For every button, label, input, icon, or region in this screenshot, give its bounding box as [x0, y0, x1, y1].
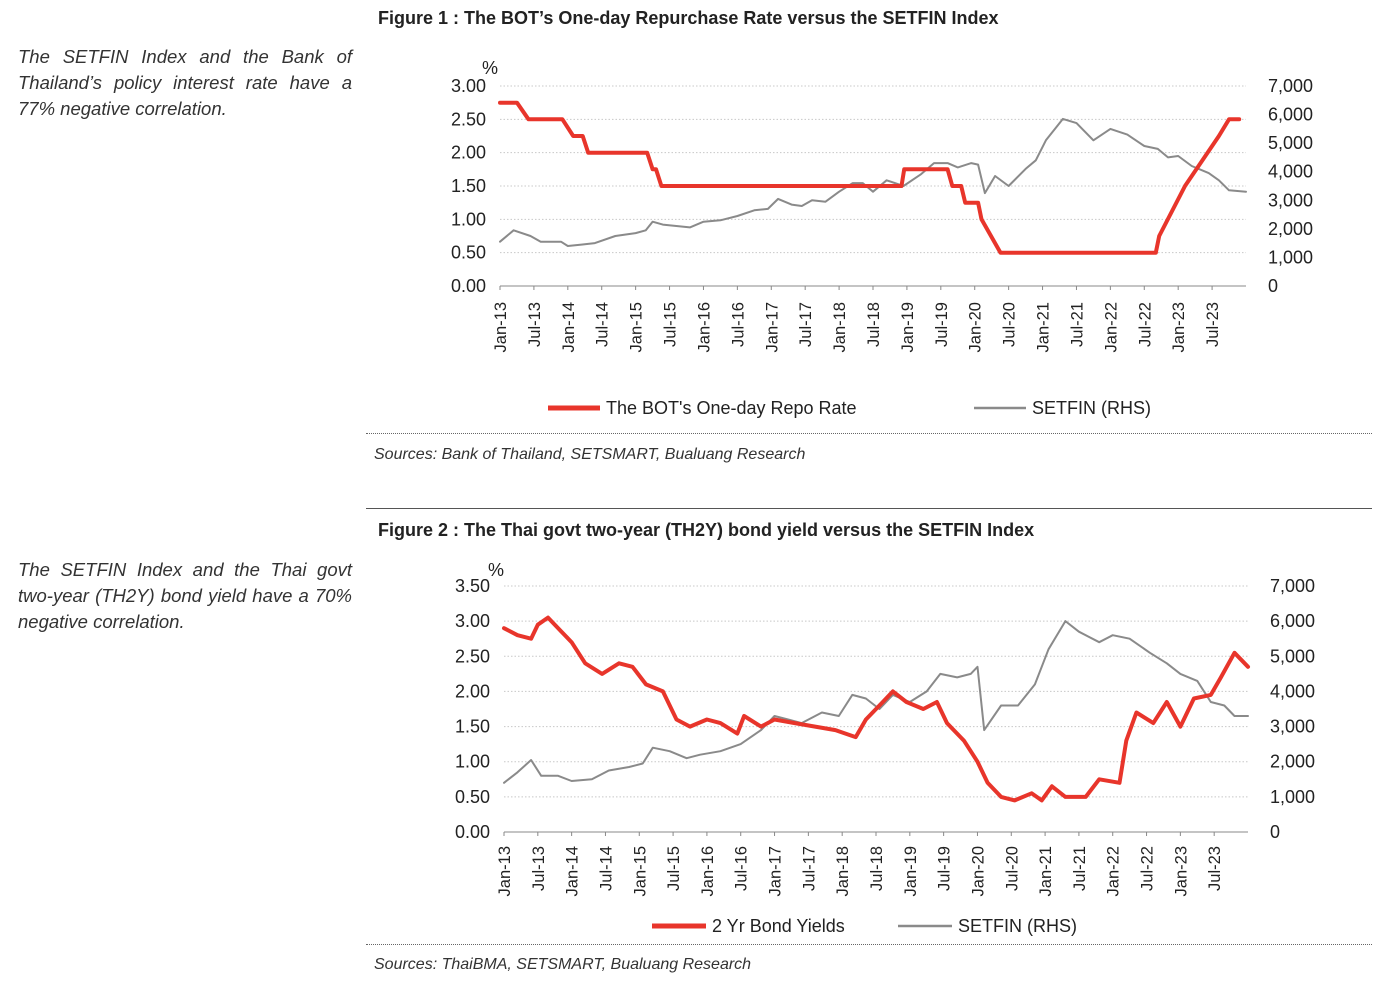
x-tick-label: Jan-20 — [967, 302, 985, 352]
y-right-tick-label: 6,000 — [1268, 105, 1313, 125]
x-tick-label: Jan-21 — [1037, 846, 1055, 896]
y-left-tick-label: 0.00 — [451, 276, 486, 296]
x-tick-label: Jul-20 — [1003, 846, 1021, 891]
y-right-tick-label: 6,000 — [1270, 611, 1315, 631]
y-left-tick-label: 1.00 — [451, 209, 486, 229]
x-tick-label: Jan-19 — [902, 846, 920, 896]
x-tick-label: Jul-15 — [665, 846, 683, 891]
y-left-tick-label: 3.50 — [455, 576, 490, 596]
y-left-tick-label: 0.50 — [451, 243, 486, 263]
figure2-title: Figure 2 : The Thai govt two-year (TH2Y)… — [378, 520, 1035, 540]
figure1-title: Figure 1 : The BOT’s One-day Repurchase … — [378, 8, 999, 28]
legend-label: SETFIN (RHS) — [958, 916, 1077, 936]
y-right-tick-label: 0 — [1270, 822, 1280, 842]
x-tick-label: Jan-18 — [831, 302, 849, 352]
x-tick-label: Jul-19 — [936, 846, 954, 891]
figure2-source: Sources: ThaiBMA, SETSMART, Bualuang Res… — [374, 956, 752, 973]
x-tick-label: Jan-18 — [834, 846, 852, 896]
y-left-tick-label: 0.50 — [455, 787, 490, 807]
y-right-tick-label: 3,000 — [1270, 717, 1315, 737]
x-tick-label: Jul-21 — [1071, 846, 1089, 891]
x-tick-label: Jan-16 — [695, 302, 713, 352]
x-tick-label: Jan-15 — [628, 302, 646, 352]
series-line-red — [502, 615, 1250, 803]
x-tick-label: Jul-22 — [1136, 302, 1154, 347]
x-tick-label: Jul-13 — [530, 846, 548, 891]
x-tick-label: Jul-18 — [868, 846, 886, 891]
x-tick-label: Jan-22 — [1105, 846, 1123, 896]
y-right-tick-label: 0 — [1268, 276, 1278, 296]
figure1-side-note: The SETFIN Index and the Bank of Thailan… — [18, 46, 352, 119]
y-right-tick-label: 5,000 — [1268, 133, 1313, 153]
x-tick-label: Jul-14 — [597, 846, 615, 891]
figure1-source: Sources: Bank of Thailand, SETSMART, Bua… — [374, 446, 806, 463]
series-line-grey — [503, 620, 1249, 784]
y-left-tick-label: 2.00 — [451, 143, 486, 163]
y-left-tick-label: 3.00 — [455, 611, 490, 631]
x-tick-label: Jul-17 — [797, 302, 815, 347]
y-left-tick-label: 2.50 — [455, 646, 490, 666]
y-left-tick-label: 2.50 — [451, 109, 486, 129]
legend-label: The BOT's One-day Repo Rate — [606, 398, 857, 418]
x-tick-label: Jul-21 — [1068, 302, 1086, 347]
x-tick-label: Jan-23 — [1170, 302, 1188, 352]
figure1-chart: 0.00 0.50 1.00 1.50 2.00 2.50 3.00 0 1,000 2,000 3… — [451, 58, 1313, 418]
series-line-grey — [499, 117, 1247, 247]
y-right-tick-label: 3,000 — [1268, 190, 1313, 210]
x-tick-label: Jul-14 — [594, 302, 612, 347]
x-tick-label: Jan-22 — [1102, 302, 1120, 352]
x-tick-label: Jan-19 — [899, 302, 917, 352]
series-line-red — [498, 100, 1242, 255]
y-left-tick-label: 1.50 — [455, 717, 490, 737]
x-tick-label: Jul-15 — [662, 302, 680, 347]
x-tick-label: Jan-17 — [767, 846, 785, 896]
x-tick-label: Jul-19 — [933, 302, 951, 347]
y-right-tick-label: 4,000 — [1268, 162, 1313, 182]
x-tick-label: Jan-17 — [763, 302, 781, 352]
y-right-tick-label: 4,000 — [1270, 681, 1315, 701]
legend-label: 2 Yr Bond Yields — [712, 916, 845, 936]
x-tick-label: Jan-14 — [560, 302, 578, 352]
y-right-tick-label: 2,000 — [1268, 219, 1313, 239]
figure2-top-rule — [366, 508, 1372, 509]
x-tick-label: Jul-23 — [1206, 846, 1224, 891]
x-tick-label: Jul-22 — [1139, 846, 1157, 891]
x-tick-label: Jan-13 — [496, 846, 514, 896]
x-tick-label: Jan-23 — [1172, 846, 1190, 896]
unit-label: % — [488, 560, 504, 580]
figure2-side-note: The SETFIN Index and the Thai govt two-y… — [18, 559, 352, 632]
y-left-tick-label: 1.50 — [451, 176, 486, 196]
y-left-tick-label: 3.00 — [451, 76, 486, 96]
x-tick-label: Jan-15 — [631, 846, 649, 896]
y-right-tick-label: 5,000 — [1270, 646, 1315, 666]
figure2-chart: 0.00 0.50 1.00 1.50 2.00 2.50 3.00 3.50 0 1,000 2,… — [455, 560, 1315, 936]
x-tick-label: Jul-16 — [733, 846, 751, 891]
y-left-tick-label: 1.00 — [455, 752, 490, 772]
figure1-bottom-rule — [366, 433, 1372, 434]
x-tick-label: Jul-18 — [865, 302, 883, 347]
y-right-tick-label: 2,000 — [1270, 752, 1315, 772]
figure2-bottom-rule — [366, 944, 1372, 945]
x-tick-label: Jan-14 — [564, 846, 582, 896]
legend-label: SETFIN (RHS) — [1032, 398, 1151, 418]
x-tick-label: Jan-20 — [969, 846, 987, 896]
x-tick-label: Jan-13 — [492, 302, 510, 352]
y-left-tick-label: 0.00 — [455, 822, 490, 842]
x-tick-label: Jul-13 — [526, 302, 544, 347]
x-tick-label: Jul-20 — [1001, 302, 1019, 347]
x-tick-label: Jul-17 — [800, 846, 818, 891]
y-right-tick-label: 7,000 — [1270, 576, 1315, 596]
y-right-tick-label: 1,000 — [1270, 787, 1315, 807]
x-tick-label: Jan-21 — [1035, 302, 1053, 352]
y-right-tick-label: 7,000 — [1268, 76, 1313, 96]
y-left-tick-label: 2.00 — [455, 681, 490, 701]
x-tick-label: Jul-23 — [1204, 302, 1222, 347]
y-right-tick-label: 1,000 — [1268, 247, 1313, 267]
unit-label: % — [482, 58, 498, 78]
x-tick-label: Jul-16 — [729, 302, 747, 347]
x-tick-label: Jan-16 — [699, 846, 717, 896]
